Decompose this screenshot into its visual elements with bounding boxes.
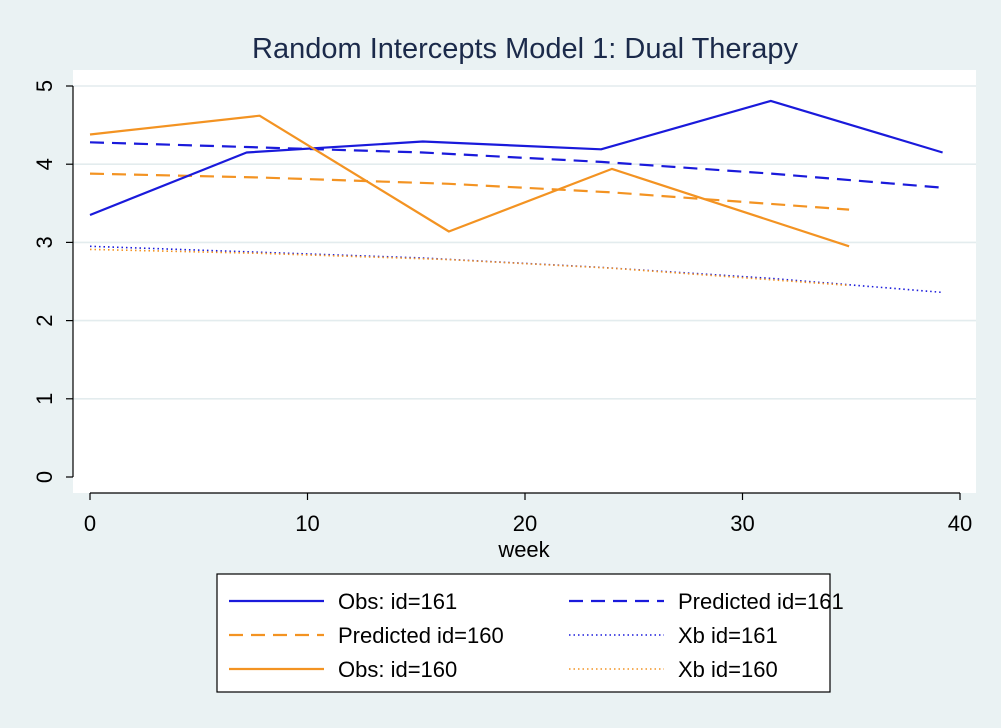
x-axis-label: week (497, 537, 550, 562)
axes: 0 1 2 3 4 5 0 10 20 30 40 (32, 80, 972, 536)
series-line-xb-id-160 (89, 248, 850, 287)
x-tick-label: 20 (513, 511, 537, 536)
x-tick-label: 0 (84, 511, 96, 536)
legend-label: Obs: id=160 (338, 657, 457, 682)
plot-area (73, 70, 976, 493)
y-tick-label: 2 (32, 314, 57, 326)
series-line-predicted-id-161 (89, 141, 943, 189)
y-tick-label: 0 (32, 471, 57, 483)
y-tick-label: 5 (32, 80, 57, 92)
legend-box (216, 573, 831, 693)
series-line-predicted-id-160 (89, 172, 850, 211)
grid-lines (73, 85, 976, 400)
y-tick-label: 1 (32, 393, 57, 405)
y-tick-label: 4 (32, 158, 57, 170)
legend-label: Predicted id=161 (678, 589, 844, 614)
y-tick-label: 3 (32, 236, 57, 248)
series-line-xb-id-161 (89, 245, 943, 294)
legend-label: Xb id=161 (678, 623, 778, 648)
x-tick-label: 40 (948, 511, 972, 536)
x-tick-label: 30 (730, 511, 754, 536)
chart-title: Random Intercepts Model 1: Dual Therapy (252, 33, 798, 65)
series-layer (89, 99, 943, 294)
x-tick-label: 10 (295, 511, 319, 536)
legend-label: Obs: id=161 (338, 589, 457, 614)
series-line-obs-id-161 (89, 99, 943, 217)
legend-label: Predicted id=160 (338, 623, 504, 648)
legend: Obs: id=161 Predicted id=161 Predicted id=… (216, 573, 844, 693)
series-line-obs-id-160 (89, 114, 850, 248)
legend-label: Xb id=160 (678, 657, 778, 682)
